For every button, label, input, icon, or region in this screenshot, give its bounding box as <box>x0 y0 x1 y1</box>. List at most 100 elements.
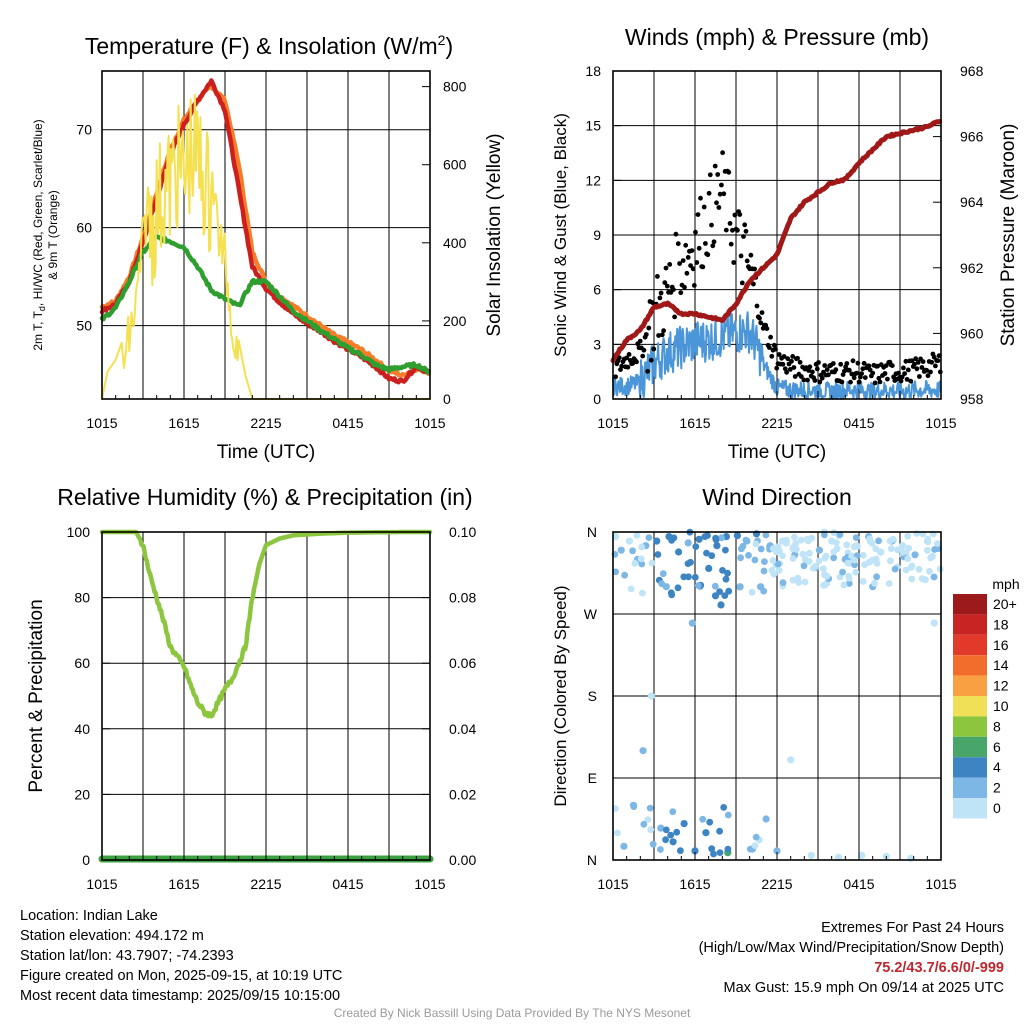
y-tick-label: 20 <box>74 786 90 802</box>
gust-point <box>757 315 762 321</box>
gust-point <box>819 375 825 381</box>
direction-point <box>854 543 861 550</box>
direction-point <box>760 587 768 595</box>
gust-point <box>661 328 666 334</box>
direction-point <box>871 579 878 587</box>
direction-point <box>866 535 874 543</box>
gust-point <box>684 270 690 276</box>
gust-point <box>830 361 836 366</box>
gust-point <box>677 261 682 266</box>
x-axis-label: Time (UTC) <box>728 442 827 463</box>
y2-axis-label: Station Pressure (Maroon) <box>998 124 1019 347</box>
gust-point <box>728 241 734 247</box>
gust-point <box>706 190 712 196</box>
extremes-values: 75.2/43.7/6.6/0/-999 <box>874 960 1004 976</box>
gust-point <box>710 243 716 249</box>
direction-point <box>927 554 934 562</box>
gust-point <box>774 365 780 371</box>
y-tick-label: S <box>588 688 597 704</box>
direction-point <box>891 565 899 573</box>
gust-point <box>875 363 880 369</box>
gust-point <box>714 200 719 206</box>
direction-point <box>769 557 777 564</box>
gust-point <box>859 371 864 376</box>
direction-point <box>872 545 880 553</box>
direction-point <box>647 692 655 700</box>
title-superscript: 2 <box>438 32 446 48</box>
legend-swatch <box>953 614 987 635</box>
gust-point <box>901 365 906 371</box>
extremes-subtitle: (High/Low/Max Wind/Precipitation/Snow De… <box>698 940 1004 956</box>
gust-point <box>690 266 696 272</box>
y2-tick-label: 958 <box>960 391 984 407</box>
direction-point <box>931 546 938 553</box>
legend-label: 8 <box>993 718 1001 734</box>
gust-point <box>719 182 724 188</box>
direction-point <box>667 831 675 839</box>
direction-point <box>691 847 699 855</box>
direction-point <box>691 573 699 581</box>
y2-tick-label: 600 <box>443 157 467 173</box>
direction-point <box>717 601 725 609</box>
gust-point <box>730 227 735 233</box>
gust-point <box>626 352 632 357</box>
x-tick-label: 1015 <box>86 415 117 431</box>
y-axis-label-rest: , HI/WC (Red, Green, Scarlet/Blue) <box>31 119 45 306</box>
direction-point <box>719 567 726 574</box>
direction-point <box>852 568 860 576</box>
gust-point <box>848 379 853 385</box>
chart-title: Relative Humidity (%) & Precipitation (i… <box>57 484 472 510</box>
direction-point <box>843 541 851 549</box>
gust-point <box>743 228 749 234</box>
y-axis-label: Direction (Colored By Speed) <box>551 585 570 806</box>
direction-point <box>821 531 828 539</box>
y-tick-label: 12 <box>585 172 601 188</box>
direction-point <box>667 589 675 597</box>
gust-point <box>671 287 676 292</box>
gust-point <box>877 379 883 385</box>
direction-point <box>684 539 692 547</box>
y-tick-label: 15 <box>585 118 601 134</box>
gust-point <box>643 332 649 337</box>
legend-title: mph <box>992 576 1019 592</box>
y2-tick-label: 960 <box>960 325 984 341</box>
gust-point <box>659 332 665 338</box>
direction-point <box>760 567 768 575</box>
direction-point <box>751 842 759 849</box>
direction-point <box>751 556 759 564</box>
gust-point <box>675 241 681 247</box>
gust-point <box>905 367 911 373</box>
direction-point <box>869 556 877 564</box>
gust-point <box>870 370 876 376</box>
direction-point <box>685 573 692 581</box>
direction-point <box>787 756 795 764</box>
chart-winds: 0 3 6 9 12 15 18 958 960 962 964 966 968 1015 1615 2215… <box>551 24 1019 463</box>
direction-point <box>687 558 694 566</box>
gust-point <box>826 372 831 378</box>
gust-point <box>917 374 922 379</box>
direction-point <box>694 582 702 589</box>
legend-label: 10 <box>993 698 1009 714</box>
direction-point <box>840 581 848 589</box>
direction-point <box>801 555 809 563</box>
gust-point <box>689 248 695 254</box>
y2-tick-label: 0.08 <box>449 590 476 606</box>
gust-point <box>798 374 804 379</box>
y-axis-label-sub: d <box>37 306 47 311</box>
gust-point <box>931 354 937 360</box>
y-tick-label: 0 <box>593 391 601 407</box>
direction-point <box>762 815 770 823</box>
y-tick-label: 50 <box>76 318 92 334</box>
x-tick-label: 0415 <box>843 415 874 431</box>
direction-point <box>662 836 669 844</box>
direction-point <box>858 851 866 860</box>
gust-point <box>908 378 914 384</box>
direction-point <box>647 826 655 834</box>
gust-point <box>695 212 701 218</box>
direction-point <box>761 558 768 565</box>
direction-point <box>620 842 628 850</box>
gust-point <box>723 227 729 233</box>
x-tick-label: 1015 <box>925 876 956 892</box>
